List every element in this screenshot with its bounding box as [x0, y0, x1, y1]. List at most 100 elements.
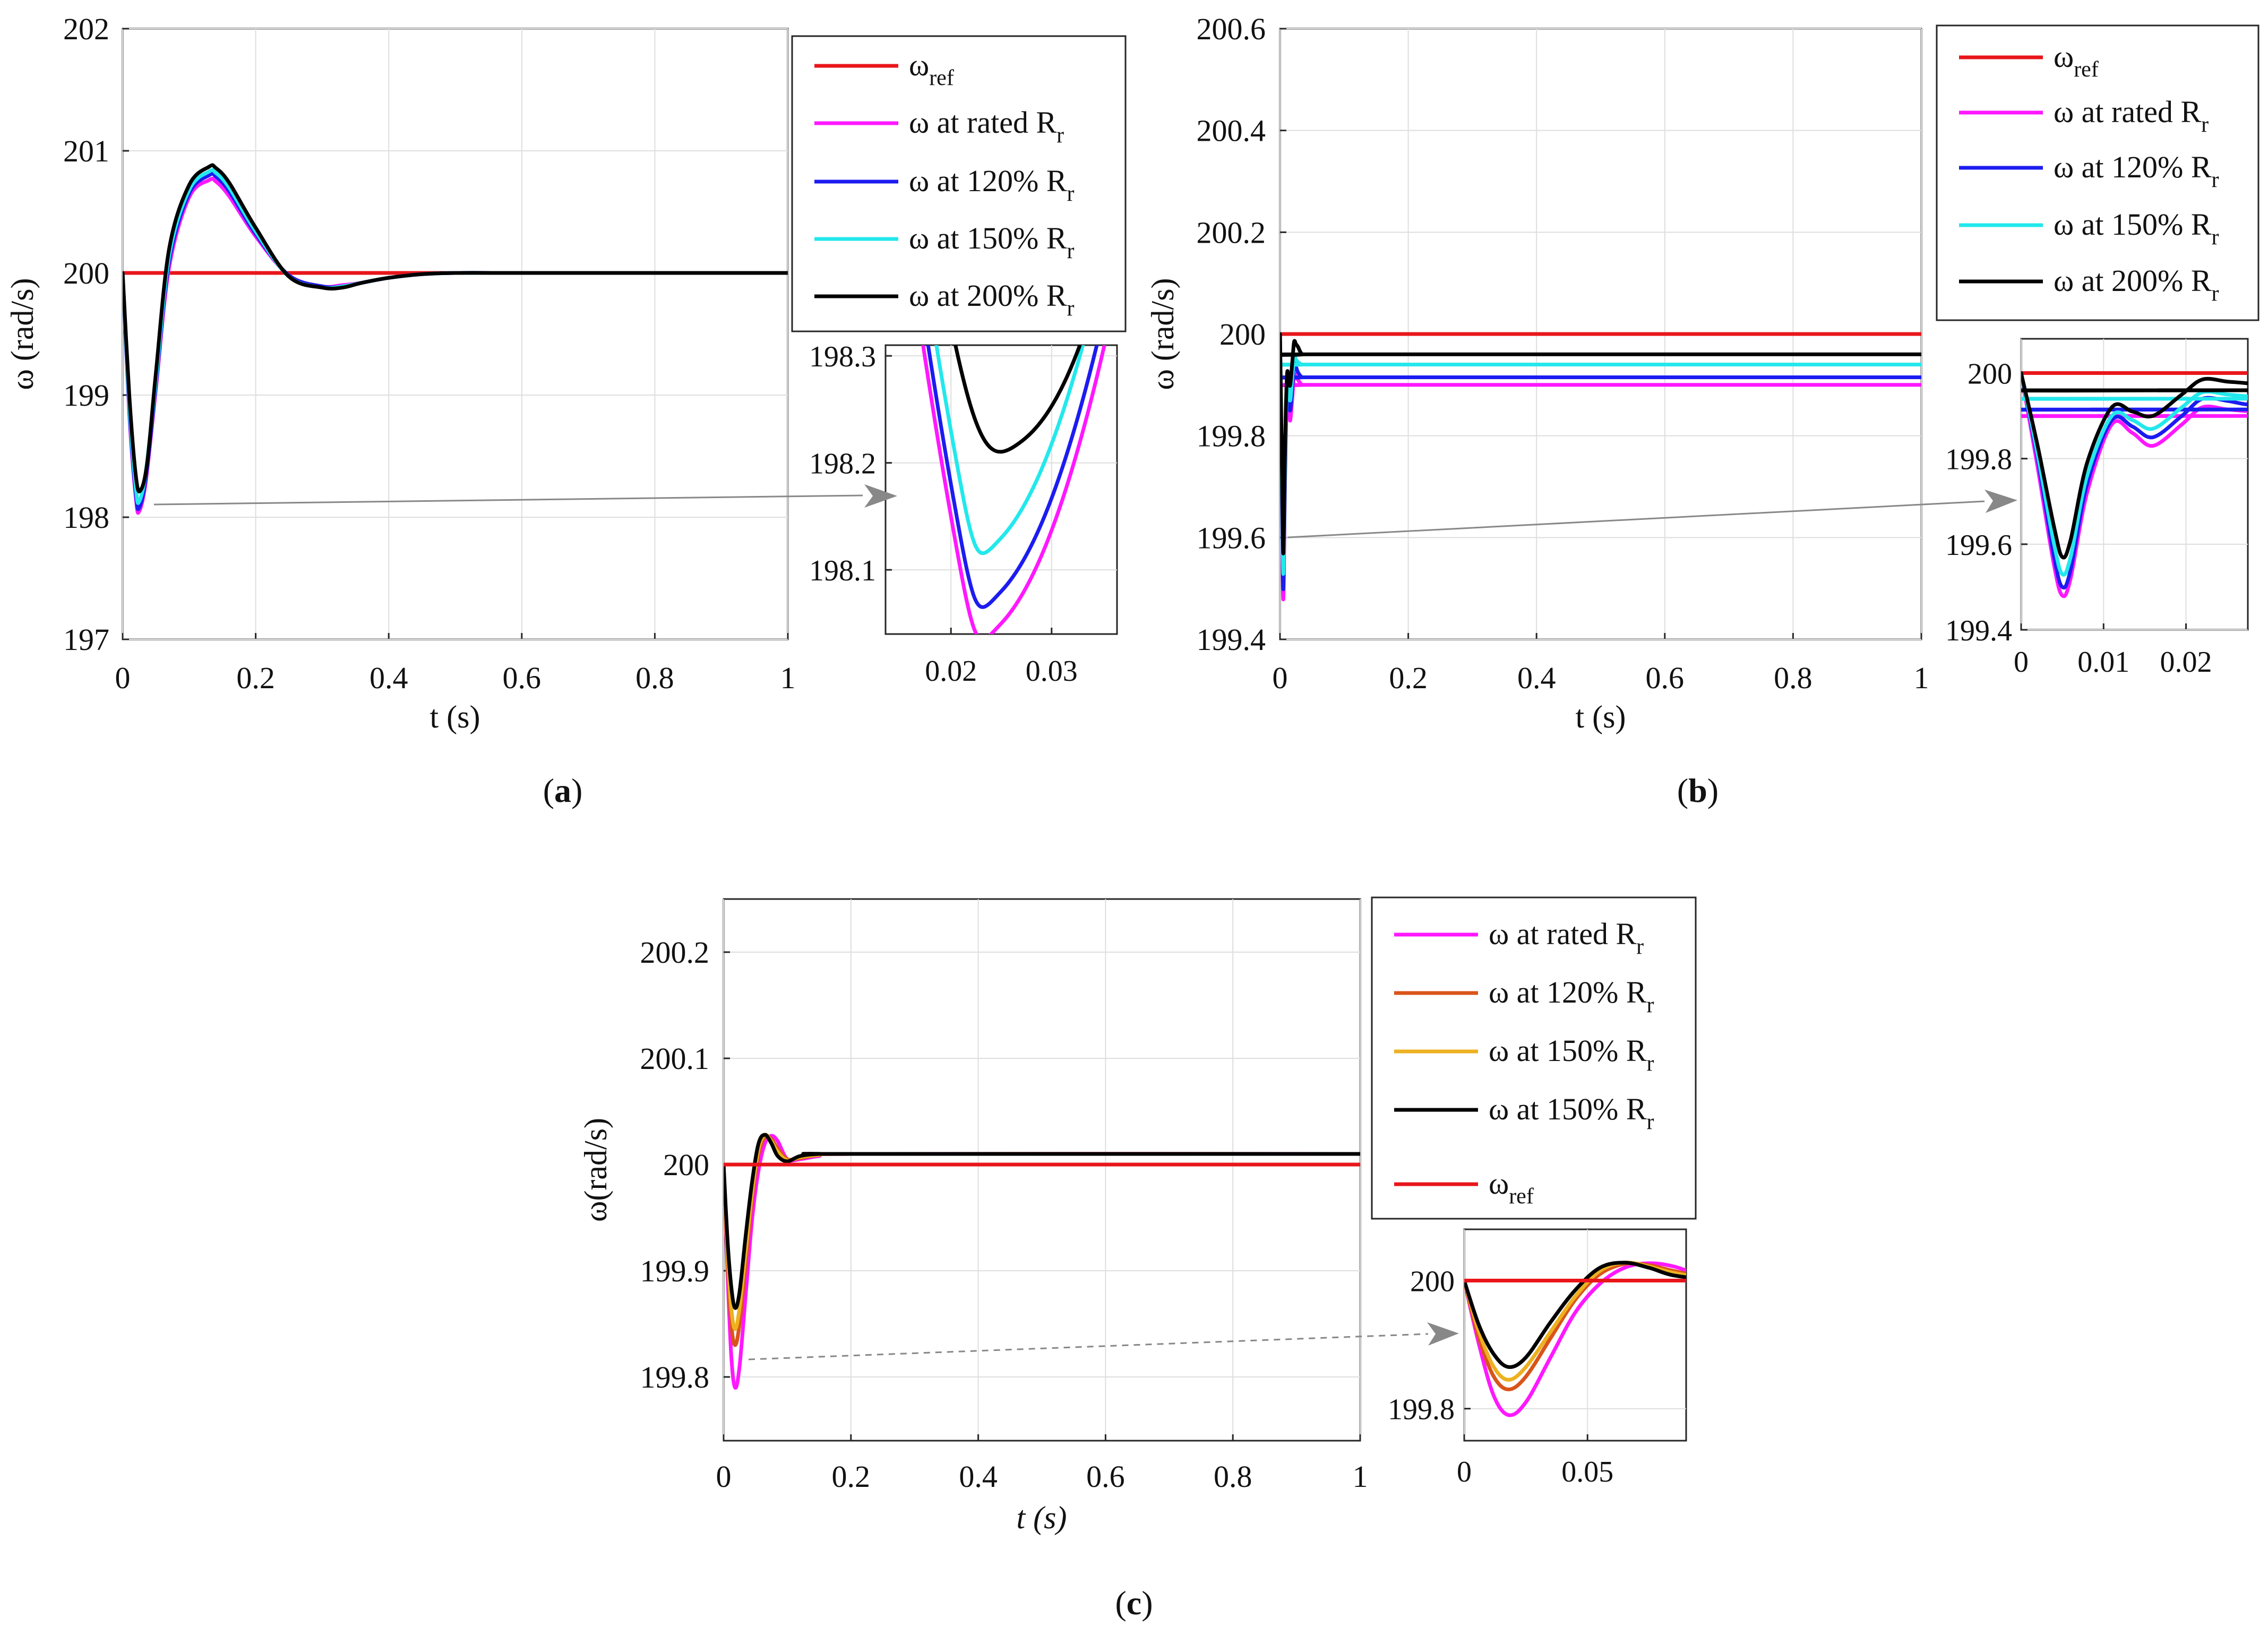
- legend-label-main: ω: [2054, 39, 2074, 74]
- panel-a-x-label: t (s): [430, 699, 480, 734]
- inset-series-line-p200: [1464, 1261, 1686, 1369]
- main-x-tick-label: 0.8: [1774, 661, 1812, 695]
- panel-c-legend: ω at rated Rrω at 120% Rrω at 150% Rrω a…: [1394, 917, 1654, 1209]
- legend-label-ref: ωref: [2054, 39, 2099, 82]
- legend-label-p120: ω at 120% Rr: [1489, 975, 1654, 1017]
- inset-x-tick-label: 0.02: [925, 655, 977, 688]
- legend-label-main: ω at 120% R: [909, 164, 1067, 198]
- panel-c-x-label: t (s): [1017, 1500, 1067, 1535]
- panel-b-inset-box: [2020, 338, 2249, 631]
- legend-label-main: ω at 200% R: [909, 278, 1067, 313]
- main-x-tick-label: 0: [1273, 661, 1288, 695]
- main-y-tick-label: 202: [63, 12, 109, 46]
- legend-label-rated: ω at rated Rr: [1489, 917, 1644, 959]
- panel-a-zoom-arrow: [153, 484, 897, 508]
- panel-a-caption: (a): [543, 772, 583, 809]
- inset-series-line-p200: [953, 345, 1082, 454]
- panel-c-y-ticks: 199.8 199.9 200 200.1 200.2: [640, 935, 710, 1394]
- panel-a-x-ticks: 0 0.2 0.4 0.6 0.8 1: [115, 661, 796, 695]
- main-y-tick-label: 199.8: [1197, 419, 1266, 453]
- inset-x-tick-label: 0.05: [1561, 1456, 1613, 1488]
- panel-a-inset-box: [884, 344, 1118, 635]
- legend-label-main: ω at rated R: [2054, 95, 2201, 129]
- inset-series-line-rated: [1464, 1261, 1686, 1417]
- main-x-tick-label: 1: [1353, 1459, 1368, 1494]
- inset-x-tick-label: 0: [1457, 1456, 1472, 1488]
- legend-label-rated: ω at rated Rr: [2054, 95, 2209, 137]
- inset-y-tick-label: 199.8: [1945, 443, 2012, 476]
- panel-c-inset-y-ticks: 199.8 200: [1388, 1265, 1455, 1426]
- main-y-tick-label: 200.2: [1197, 215, 1266, 250]
- main-x-tick-label: 0.6: [1086, 1459, 1125, 1494]
- inset-series-line-p120: [1464, 1261, 1686, 1391]
- inset-x-tick-label: 0.01: [2077, 646, 2129, 679]
- legend-label-subscript: r: [1067, 296, 1075, 321]
- main-series-line-p200: [724, 1133, 1360, 1310]
- legend-label-subscript: ref: [1509, 1184, 1534, 1209]
- panel-b-x-ticks: 0 0.2 0.4 0.6 0.8 1: [1273, 661, 1929, 695]
- main-y-tick-label: 200: [663, 1148, 709, 1182]
- main-y-tick-label: 197: [63, 622, 109, 657]
- main-y-tick-label: 200.1: [640, 1041, 710, 1076]
- main-y-tick-label: 199.4: [1197, 622, 1266, 657]
- inset-x-tick-label: 0.02: [2160, 646, 2212, 679]
- legend-label-subscript: r: [1647, 1110, 1654, 1134]
- legend-label-ref: ωref: [909, 48, 954, 90]
- panel-c-x-ticks: 0 0.2 0.4 0.6 0.8 1: [716, 1459, 1368, 1494]
- inset-y-tick-label: 199.6: [1945, 529, 2012, 562]
- main-series-line-p200: [1280, 332, 1921, 555]
- main-x-tick-label: 0.4: [959, 1459, 998, 1494]
- legend-label-main: ω at 150% R: [909, 221, 1067, 255]
- panel-c-series: [724, 1133, 1360, 1390]
- legend-label-subscript: r: [1056, 123, 1064, 148]
- legend-label-main: ω: [1489, 1166, 1509, 1201]
- legend-label-p150: ω at 150% Rr: [1489, 1033, 1654, 1076]
- legend-label-p120: ω at 120% Rr: [909, 164, 1075, 206]
- main-x-tick-label: 0.2: [1389, 661, 1428, 695]
- main-x-tick-label: 0: [716, 1459, 732, 1494]
- panel-b-legend-box: [1936, 24, 2260, 321]
- panel-b-y-label: ω (rad/s): [1145, 278, 1180, 390]
- legend-label-rated: ω at rated Rr: [909, 105, 1064, 148]
- panel-b-inset-series: [2021, 371, 2248, 598]
- legend-label-subscript: r: [2201, 113, 2209, 137]
- panel-a-inset-series: [921, 345, 1106, 634]
- inset-series-line-p120: [2021, 371, 2248, 590]
- panel-b-y-ticks: 199.4 199.6 199.8 200 200.2 200.4 200.6: [1197, 12, 1266, 657]
- main-x-tick-label: 0.6: [1646, 661, 1685, 695]
- legend-label-subscript: r: [1636, 935, 1644, 959]
- main-x-tick-label: 0.2: [236, 661, 275, 695]
- legend-label-subscript: r: [2212, 225, 2219, 250]
- legend-label-subscript: r: [1647, 993, 1654, 1017]
- main-y-tick-label: 201: [63, 134, 109, 168]
- inset-y-tick-label: 198.1: [809, 554, 876, 587]
- legend-label-subscript: r: [1067, 239, 1075, 263]
- panel-b-series: [1280, 332, 1921, 602]
- legend-label-main: ω at rated R: [909, 105, 1056, 140]
- legend-label-p150: ω at 150% Rr: [2054, 207, 2219, 250]
- panel-b-inset-y-ticks: 199.4 199.6 199.8 200: [1945, 357, 2012, 647]
- panel-b-zoom-arrow: [1287, 490, 2017, 538]
- legend-label-p120: ω at 120% Rr: [2054, 150, 2219, 192]
- main-y-tick-label: 200.6: [1197, 12, 1266, 46]
- main-y-tick-label: 200: [63, 256, 109, 290]
- inset-y-tick-label: 198.3: [809, 340, 876, 373]
- legend-label-subscript: ref: [929, 66, 954, 90]
- panel-c-inset-x-ticks: 0 0.05: [1457, 1456, 1613, 1488]
- inset-y-tick-label: 200: [1410, 1265, 1455, 1298]
- main-y-tick-label: 200.4: [1197, 114, 1266, 148]
- main-series-line-p200: [123, 163, 788, 494]
- inset-series-line-p200: [2021, 371, 2248, 560]
- inset-y-tick-label: 199.8: [1388, 1393, 1455, 1426]
- panel-a-series: [123, 163, 788, 515]
- panel-b-caption: (b): [1677, 772, 1719, 809]
- main-x-tick-label: 0.2: [832, 1459, 871, 1494]
- inset-series-line-rated: [921, 345, 1106, 634]
- legend-label-subscript: r: [1647, 1051, 1654, 1076]
- main-x-tick-label: 0.6: [503, 661, 542, 695]
- panel-a-y-label: ω (rad/s): [5, 278, 40, 390]
- main-y-tick-label: 198: [63, 500, 109, 535]
